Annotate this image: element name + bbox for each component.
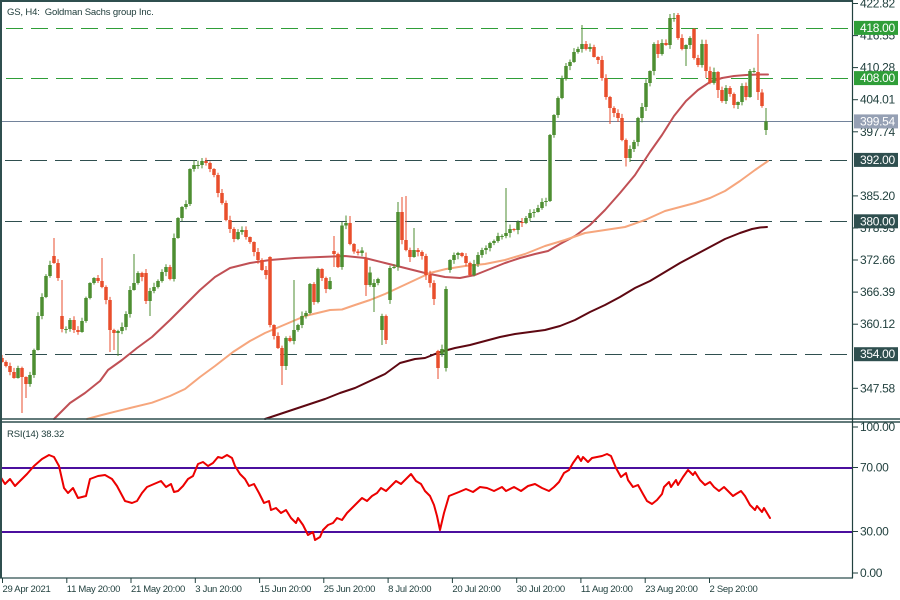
svg-text:418.00: 418.00 [860,21,896,35]
svg-text:23 Aug 20:00: 23 Aug 20:00 [645,584,697,595]
svg-text:3 Jun 20:00: 3 Jun 20:00 [195,584,241,595]
svg-text:RSI(14) 38.32: RSI(14) 38.32 [7,429,64,440]
svg-text:385.20: 385.20 [860,189,896,203]
svg-text:360.12: 360.12 [860,317,896,331]
svg-text:2 Sep 20:00: 2 Sep 20:00 [710,584,758,595]
svg-text:25 Jun 20:00: 25 Jun 20:00 [324,584,375,595]
svg-text:70.00: 70.00 [860,461,889,475]
svg-text:8 Jul 20:00: 8 Jul 20:00 [388,584,431,595]
svg-text:11 Aug 20:00: 11 Aug 20:00 [581,584,633,595]
svg-text:21 May 20:00: 21 May 20:00 [131,584,185,595]
svg-text:354.00: 354.00 [860,347,896,361]
svg-text:404.01: 404.01 [860,93,896,107]
svg-text:11 May 20:00: 11 May 20:00 [67,584,120,595]
svg-text:399.54: 399.54 [860,114,896,128]
svg-text:20 Jul 20:00: 20 Jul 20:00 [452,584,500,595]
svg-text:0.00: 0.00 [860,566,883,580]
svg-text:392.00: 392.00 [860,153,896,167]
svg-text:408.00: 408.00 [860,71,896,85]
svg-text:29 Apr 2021: 29 Apr 2021 [3,584,51,595]
svg-text:30.00: 30.00 [860,525,889,539]
svg-text:372.66: 372.66 [860,253,896,267]
svg-text:347.58: 347.58 [860,381,896,395]
svg-text:366.39: 366.39 [860,285,896,299]
svg-text:380.00: 380.00 [860,214,896,228]
svg-text:30 Jul 20:00: 30 Jul 20:00 [517,584,565,595]
svg-text:422.82: 422.82 [860,0,896,11]
svg-text:100.00: 100.00 [860,420,896,434]
svg-text:GS, H4: Goldman Sachs group I: GS, H4: Goldman Sachs group Inc. [7,7,154,18]
svg-text:15 Jun 20:00: 15 Jun 20:00 [260,584,311,595]
